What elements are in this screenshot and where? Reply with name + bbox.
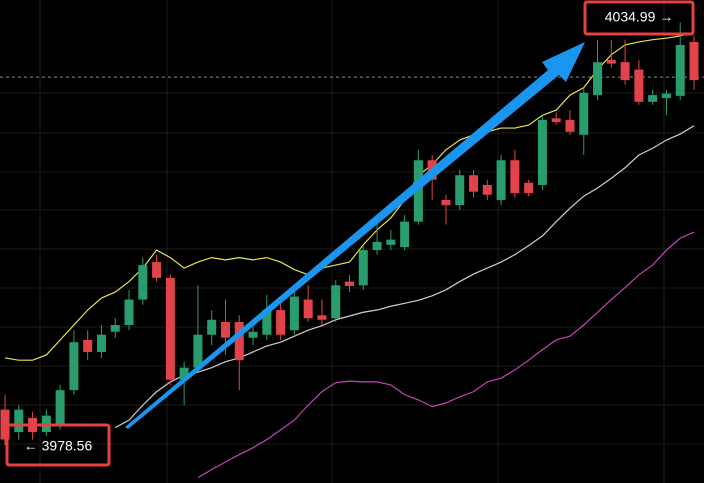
candle-body	[317, 315, 327, 320]
arrow	[125, 42, 585, 429]
candle-body	[372, 241, 382, 251]
candle-body	[193, 334, 203, 368]
candle-body	[220, 322, 230, 338]
candle-body	[248, 331, 258, 338]
candle-body	[579, 92, 589, 135]
candle-body	[165, 277, 175, 380]
candle-body	[648, 95, 658, 102]
candle-body	[179, 367, 189, 380]
candle-body	[0, 409, 10, 440]
candle-body	[455, 175, 465, 206]
candle-body	[413, 160, 423, 222]
candle-body	[661, 93, 671, 99]
candle-body	[537, 119, 547, 185]
candle-body	[689, 41, 699, 81]
min-callout: ← 3978.56	[5, 423, 111, 467]
candle-body	[110, 324, 120, 332]
candle-body	[565, 119, 575, 132]
highlight-box	[583, 0, 695, 36]
candle-body	[69, 342, 79, 391]
candle-body	[441, 199, 451, 206]
candle-body	[96, 334, 106, 352]
candle-body	[593, 62, 603, 96]
candle-body	[551, 118, 561, 123]
indicator-line	[114, 125, 695, 429]
candle-body	[83, 339, 93, 352]
candle-body	[138, 265, 148, 300]
candle-body	[345, 281, 354, 287]
candle-body	[510, 160, 520, 194]
candle-body	[14, 409, 24, 433]
candle-body	[524, 182, 534, 194]
candle-body	[276, 310, 286, 335]
candle-body	[124, 299, 134, 325]
candle-body	[482, 184, 492, 195]
max-callout: 4034.99 →	[583, 0, 695, 36]
candle-body	[400, 221, 410, 248]
trend-arrow	[125, 42, 585, 429]
candle-body	[152, 262, 162, 278]
candle-body	[496, 160, 506, 200]
plot	[0, 22, 704, 479]
candle-body	[303, 299, 313, 319]
min-label: ← 3978.56	[24, 438, 93, 454]
candle-body	[289, 296, 299, 331]
candle-body	[675, 44, 685, 96]
highlight-box	[5, 423, 111, 467]
indicator-line	[4, 31, 695, 361]
candle-body	[262, 310, 272, 335]
candle-body	[207, 319, 217, 335]
candle-body	[331, 285, 341, 319]
candle-body	[634, 69, 644, 102]
candle-body	[234, 322, 244, 361]
indicator-line	[197, 231, 695, 479]
candle-body	[358, 250, 368, 286]
candle-body	[620, 62, 630, 81]
candle-body	[606, 59, 616, 64]
max-label: 4034.99 →	[605, 9, 674, 25]
candle-body	[55, 390, 65, 425]
candle-body	[386, 239, 396, 245]
candle-body	[469, 175, 479, 192]
